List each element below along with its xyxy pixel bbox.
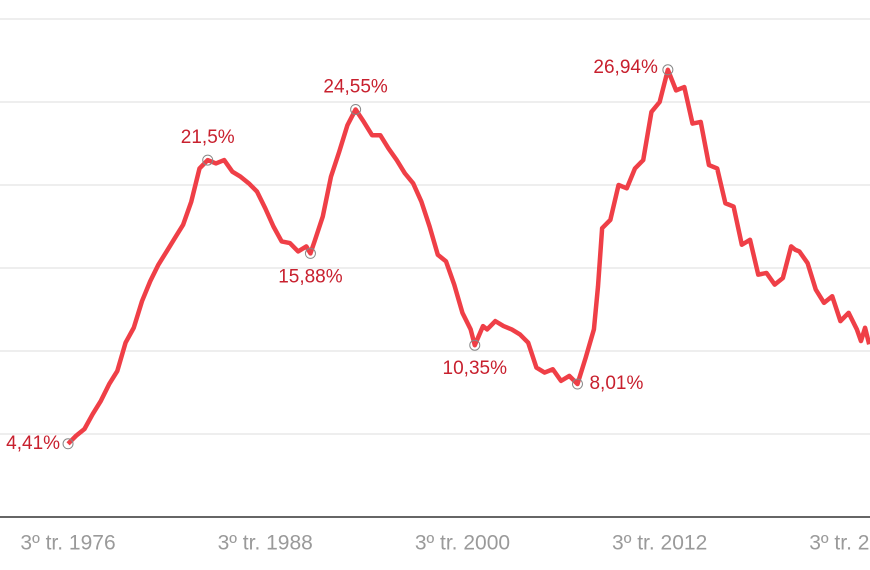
annotation-marker	[571, 378, 583, 390]
annotation-label: 24,55%	[323, 76, 388, 97]
annotation-marker	[350, 103, 362, 115]
annotation-marker	[62, 438, 74, 450]
x-tick-label: 3º tr. 1976	[20, 532, 115, 555]
annotation-marker	[469, 339, 481, 351]
line	[66, 67, 870, 446]
annotation-marker	[304, 247, 316, 259]
annotation-label: 10,35%	[443, 358, 508, 379]
x-tick-label: 3º tr. 2000	[415, 532, 510, 555]
x-tick-label: 3º tr. 2024	[809, 532, 870, 555]
annotation-marker	[202, 154, 214, 166]
annotation-label: 4,41%	[6, 433, 60, 454]
annotation-marker	[662, 64, 674, 76]
annotation-label: 8,01%	[589, 373, 643, 394]
x-tick-label: 3º tr. 2012	[612, 532, 707, 555]
annotation-label: 21,5%	[181, 127, 235, 148]
annotation-label: 15,88%	[278, 266, 343, 287]
x-tick-label: 3º tr. 1988	[218, 532, 313, 555]
annotation-label: 26,94%	[593, 57, 658, 78]
